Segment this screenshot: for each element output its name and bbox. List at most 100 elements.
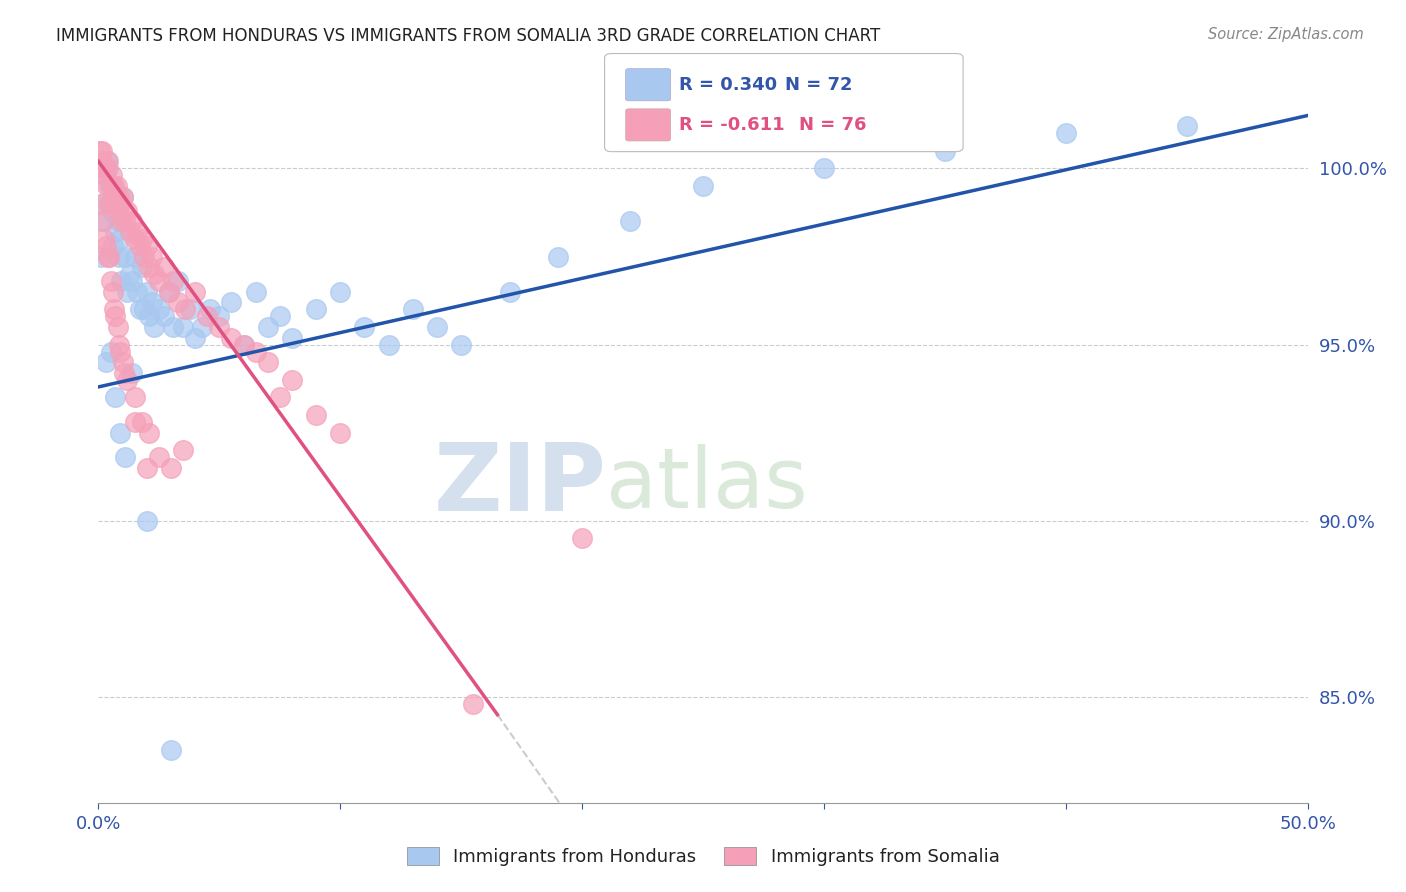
Point xyxy=(402,302,425,317)
Point xyxy=(198,302,221,317)
Point xyxy=(96,154,118,169)
Text: ZIP: ZIP xyxy=(433,439,606,531)
Point xyxy=(124,250,146,264)
Point xyxy=(131,260,153,274)
Point xyxy=(98,179,121,194)
Point xyxy=(91,144,114,158)
Point xyxy=(329,285,352,299)
Point xyxy=(114,250,136,264)
Point xyxy=(138,260,160,274)
Point xyxy=(256,320,278,334)
Point xyxy=(96,179,118,194)
Point xyxy=(108,196,131,211)
Point xyxy=(127,225,149,239)
Point xyxy=(101,239,124,253)
Point xyxy=(111,189,134,203)
Point xyxy=(134,250,156,264)
Point xyxy=(138,425,160,440)
Point xyxy=(107,214,129,228)
Point xyxy=(101,179,124,194)
Point xyxy=(1175,119,1198,133)
Point xyxy=(208,320,231,334)
Point xyxy=(305,302,328,317)
Text: N = 76: N = 76 xyxy=(799,116,866,134)
Point xyxy=(94,355,117,369)
Point xyxy=(103,179,125,194)
Point xyxy=(90,196,112,211)
Point xyxy=(232,337,254,351)
Point xyxy=(281,330,304,344)
Point xyxy=(232,337,254,351)
Point xyxy=(221,330,243,344)
Point xyxy=(127,285,149,299)
Point xyxy=(143,267,166,281)
Point xyxy=(813,161,835,176)
Point xyxy=(245,344,267,359)
Point xyxy=(160,743,183,757)
Point xyxy=(100,179,122,194)
Point xyxy=(91,214,114,228)
Point xyxy=(329,425,352,440)
Point xyxy=(100,203,122,218)
Point xyxy=(118,225,141,239)
Point xyxy=(152,260,174,274)
Point xyxy=(135,239,157,253)
Point xyxy=(93,169,115,183)
Point xyxy=(463,697,485,711)
Point xyxy=(93,161,115,176)
Point xyxy=(160,461,183,475)
Point xyxy=(195,310,218,324)
Point xyxy=(131,232,153,246)
Point xyxy=(97,154,120,169)
Point xyxy=(221,295,243,310)
Text: N = 72: N = 72 xyxy=(785,76,852,94)
Point xyxy=(934,144,956,158)
Point xyxy=(105,196,128,211)
Point xyxy=(245,285,267,299)
Point xyxy=(571,532,593,546)
Point xyxy=(121,214,143,228)
Point xyxy=(426,320,449,334)
Point xyxy=(101,285,124,299)
Point xyxy=(141,250,163,264)
Legend: Immigrants from Honduras, Immigrants from Somalia: Immigrants from Honduras, Immigrants fro… xyxy=(399,839,1007,873)
Point xyxy=(98,250,121,264)
Point xyxy=(184,285,207,299)
Point xyxy=(179,302,201,317)
Point xyxy=(162,320,184,334)
Point xyxy=(1054,126,1077,140)
Point xyxy=(167,274,190,288)
Point xyxy=(108,250,131,264)
Point xyxy=(281,373,304,387)
Point xyxy=(377,337,399,351)
Point xyxy=(100,344,122,359)
Point xyxy=(91,196,114,211)
Point xyxy=(167,295,190,310)
Point xyxy=(117,373,139,387)
Point xyxy=(91,214,114,228)
Point xyxy=(107,203,129,218)
Point xyxy=(619,214,641,228)
Point xyxy=(135,285,157,299)
Point xyxy=(143,320,166,334)
Point xyxy=(117,203,139,218)
Point xyxy=(98,196,121,211)
Point xyxy=(124,391,146,405)
Point xyxy=(104,225,127,239)
Point xyxy=(152,310,174,324)
Point xyxy=(94,239,117,253)
Point xyxy=(104,391,127,405)
Point xyxy=(111,355,134,369)
Point xyxy=(108,337,131,351)
Point xyxy=(91,161,114,176)
Point xyxy=(148,302,170,317)
Point xyxy=(110,274,132,288)
Point xyxy=(269,391,291,405)
Point xyxy=(118,267,141,281)
Point xyxy=(134,302,156,317)
Point xyxy=(138,310,160,324)
Point xyxy=(111,189,134,203)
Point xyxy=(174,302,197,317)
Point xyxy=(131,415,153,429)
Point xyxy=(498,285,520,299)
